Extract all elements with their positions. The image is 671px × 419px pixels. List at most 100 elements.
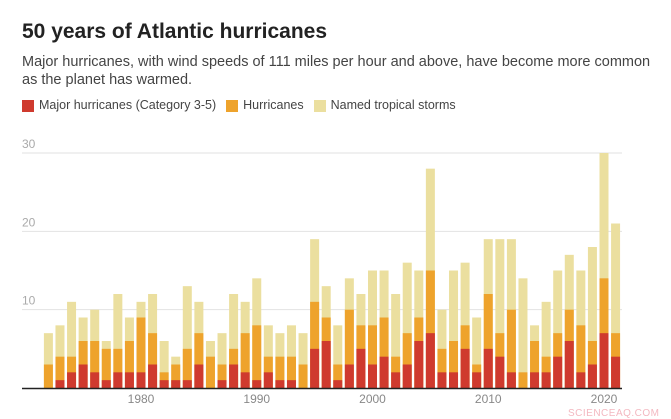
bar-hurricanes-2010 [483, 294, 493, 388]
legend: Major hurricanes (Category 3-5) Hurrican… [22, 98, 662, 113]
bar-hurricanes-1981 [148, 333, 158, 388]
bar-major-2019 [587, 364, 597, 388]
bar-major-1992 [275, 380, 285, 388]
bar-storms-2015 [541, 301, 551, 388]
bar-major-1983 [171, 380, 181, 388]
bar-storms-2020 [599, 153, 609, 388]
legend-label-storms: Named tropical storms [330, 98, 456, 112]
bar-major-1980 [136, 372, 146, 388]
bar-hurricanes-2007 [449, 341, 459, 388]
bar-hurricanes-1973 [55, 356, 65, 388]
bar-major-2018 [576, 372, 586, 388]
bar-hurricanes-1976 [90, 341, 100, 388]
bar-hurricanes-1998 [344, 309, 354, 388]
bar-major-1995 [310, 348, 320, 388]
legend-label-hurricanes: Hurricanes [243, 98, 304, 112]
bar-major-2016 [553, 356, 563, 388]
bar-major-1976 [90, 372, 100, 388]
bar-major-1985 [194, 364, 204, 388]
bar-hurricanes-1979 [124, 341, 134, 388]
legend-item-hurricanes: Hurricanes [226, 98, 304, 113]
bar-major-1991 [263, 372, 273, 388]
bar-major-2004 [414, 341, 424, 388]
bar-storms-1997 [333, 325, 343, 388]
chart-subtitle: Major hurricanes, with wind speeds of 11… [22, 54, 651, 88]
bar-hurricanes-2001 [379, 317, 389, 388]
bar-hurricanes-1986 [205, 356, 215, 388]
bar-major-2021 [611, 356, 621, 388]
bar-hurricanes-1983 [171, 364, 181, 388]
bar-storms-2007 [449, 270, 459, 388]
chart-header: 50 years of Atlantic hurricanes Major hu… [22, 19, 662, 113]
bar-major-2011 [495, 356, 505, 388]
bar-major-2000 [368, 364, 377, 388]
bar-hurricanes-2003 [402, 333, 412, 388]
bar-major-2014 [530, 372, 540, 388]
bar-hurricanes-1985 [194, 333, 204, 388]
bar-hurricanes-1992 [275, 356, 285, 388]
bar-major-2009 [472, 372, 482, 388]
bar-hurricanes-1994 [298, 364, 308, 388]
bar-hurricanes-2012 [506, 309, 516, 388]
bar-major-1973 [55, 380, 65, 388]
bar-major-1989 [240, 372, 250, 388]
bar-major-2017 [564, 341, 574, 388]
bar-hurricanes-1995 [310, 301, 320, 388]
bar-hurricanes-1984 [182, 348, 192, 388]
bar-hurricanes-1990 [252, 325, 262, 388]
bar-major-2001 [379, 356, 389, 388]
bar-storms-2002 [391, 294, 401, 388]
bar-storms-1984 [182, 286, 192, 388]
bar-hurricanes-2015 [541, 356, 551, 388]
bar-major-2002 [391, 372, 401, 388]
bar-major-1982 [159, 380, 169, 388]
bar-major-1999 [356, 348, 366, 388]
bar-storms-2021 [611, 223, 621, 388]
legend-item-major: Major hurricanes (Category 3-5) [22, 98, 216, 113]
bar-major-1977 [101, 380, 111, 388]
bar-hurricanes-2006 [437, 348, 447, 388]
bar-major-2006 [437, 372, 447, 388]
bar-storms-2003 [402, 262, 412, 388]
bar-hurricanes-1997 [333, 364, 343, 388]
bar-hurricanes-1978 [113, 348, 123, 388]
bar-hurricanes-1980 [136, 317, 146, 388]
bar-hurricanes-2005 [425, 270, 435, 388]
bar-storms-2008 [460, 262, 470, 388]
bar-major-1979 [124, 372, 134, 388]
bar-major-1996 [321, 341, 331, 388]
bar-major-1998 [344, 364, 354, 388]
bar-major-2007 [449, 372, 459, 388]
bar-major-2020 [599, 333, 609, 388]
bar-hurricanes-1989 [240, 333, 250, 388]
legend-swatch-storms [313, 99, 326, 112]
bar-hurricanes-1974 [67, 356, 77, 388]
bar-major-1993 [286, 380, 296, 388]
legend-swatch-major [22, 99, 34, 112]
bar-major-1990 [252, 380, 262, 388]
bar-storms-1982 [159, 341, 169, 388]
x-tick-label: 2020 [591, 392, 618, 406]
bar-major-2015 [541, 372, 551, 388]
bar-hurricanes-1991 [263, 356, 273, 388]
bar-storms-2013 [518, 278, 528, 388]
bar-major-1975 [78, 364, 88, 388]
bar-major-2010 [483, 348, 493, 388]
y-tick-label: 10 [22, 294, 36, 308]
x-tick-label: 1990 [243, 392, 270, 406]
bar-hurricanes-1977 [101, 348, 111, 388]
bar-major-1997 [333, 380, 343, 388]
bar-hurricanes-1993 [286, 356, 296, 388]
bar-hurricanes-2014 [530, 341, 540, 388]
bar-storms-1974 [67, 301, 77, 388]
legend-label-major: Major hurricanes (Category 3-5) [39, 98, 217, 112]
x-tick-label: 2010 [475, 392, 502, 406]
bar-storms-1972 [43, 333, 53, 388]
bar-major-1987 [217, 380, 227, 388]
y-tick-label: 30 [22, 137, 36, 151]
bar-major-1978 [113, 372, 123, 388]
bar-storms-2019 [587, 247, 597, 388]
bar-storms-2011 [495, 239, 505, 388]
bar-hurricanes-2002 [391, 356, 401, 388]
